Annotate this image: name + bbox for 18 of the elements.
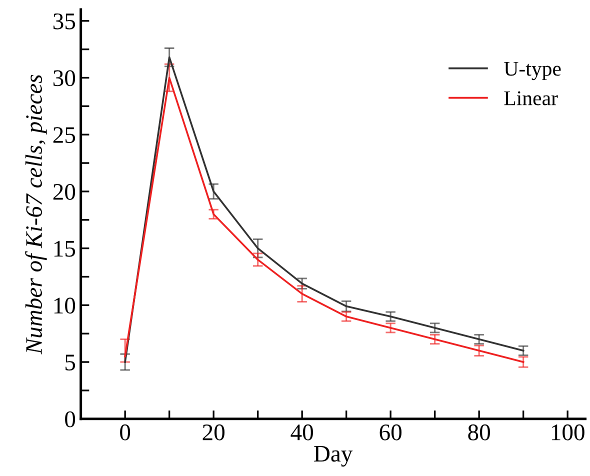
legend-label: Linear — [504, 91, 558, 106]
legend-label: U-type — [504, 62, 561, 80]
y-tick-label: 35 — [53, 13, 76, 30]
y-tick-label: 30 — [53, 70, 76, 86]
x-tick-label: 60 — [380, 424, 402, 440]
x-tick-label: 40 — [290, 424, 313, 440]
y-tick-label: 15 — [54, 240, 76, 257]
x-tick-label: 80 — [468, 424, 490, 440]
y-tick-label: 20 — [53, 184, 76, 200]
y-tick-label: 0 — [65, 411, 76, 428]
y-tick-label: 25 — [53, 127, 76, 144]
x-tick-label: 100 — [552, 424, 584, 440]
x-tick-label: 20 — [202, 424, 224, 440]
x-tick-label: 0 — [120, 424, 130, 440]
x-axis-title: Day — [314, 446, 353, 467]
y-axis-title: Number of Ki-67 cells, pieces — [25, 74, 47, 354]
y-tick-label: 10 — [54, 298, 76, 314]
y-tick-label: 5 — [66, 354, 76, 370]
